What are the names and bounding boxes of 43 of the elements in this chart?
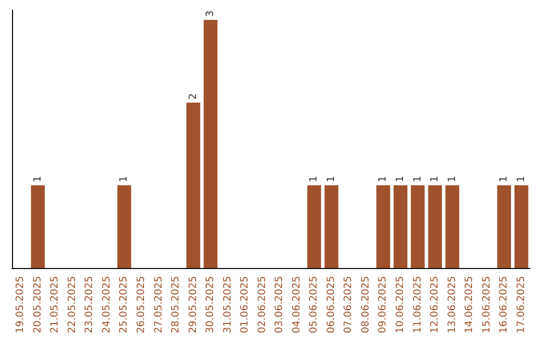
x-tick-label: 13.06.2025 bbox=[446, 276, 458, 334]
x-tick-label: 01.06.2025 bbox=[240, 276, 251, 334]
x-tick-label: 12.06.2025 bbox=[430, 276, 441, 334]
data-label: 1 bbox=[446, 176, 458, 182]
data-label: 1 bbox=[308, 176, 320, 182]
x-tick-label: 23.05.2025 bbox=[84, 276, 96, 334]
x-tick-label: 28.05.2025 bbox=[170, 276, 182, 334]
x-tick-label: 09.06.2025 bbox=[378, 276, 389, 334]
data-label: 1 bbox=[498, 176, 510, 182]
x-tick-label: 17.06.2025 bbox=[516, 276, 527, 334]
x-tick-label: 16.06.2025 bbox=[498, 276, 510, 334]
data-label: 1 bbox=[516, 176, 527, 182]
x-tick-label: 02.06.2025 bbox=[256, 276, 268, 334]
x-tick-label: 20.05.2025 bbox=[32, 276, 44, 334]
data-label: 1 bbox=[395, 176, 406, 182]
data-label: 2 bbox=[188, 93, 199, 100]
data-label: 1 bbox=[430, 176, 441, 182]
x-tick-label: 08.06.2025 bbox=[360, 276, 372, 334]
x-tick-label: 24.05.2025 bbox=[101, 276, 112, 334]
x-tick-label: 14.06.2025 bbox=[464, 276, 476, 334]
x-tick-label: 06.06.2025 bbox=[326, 276, 337, 334]
x-tick-label: 04.06.2025 bbox=[291, 276, 302, 334]
x-tick-label: 15.06.2025 bbox=[481, 276, 492, 334]
data-label: 1 bbox=[118, 176, 130, 182]
x-tick-label: 07.06.2025 bbox=[343, 276, 354, 334]
x-tick-label: 31.05.2025 bbox=[222, 276, 234, 334]
data-label: 1 bbox=[378, 176, 389, 182]
x-tick-label: 05.06.2025 bbox=[308, 276, 320, 334]
x-tick-label: 03.06.2025 bbox=[274, 276, 286, 334]
data-label: 1 bbox=[32, 176, 44, 182]
x-tick-label: 21.05.2025 bbox=[50, 276, 61, 334]
data-label: 1 bbox=[412, 176, 424, 182]
data-label: 3 bbox=[205, 10, 216, 17]
data-label: 1 bbox=[326, 176, 337, 182]
x-tick-label: 11.06.2025 bbox=[412, 276, 424, 334]
x-tick-label: 25.05.2025 bbox=[118, 276, 130, 334]
x-tick-label: 10.06.2025 bbox=[395, 276, 406, 334]
x-tick-label: 29.05.2025 bbox=[188, 276, 199, 334]
x-tick-label: 27.05.2025 bbox=[153, 276, 164, 334]
x-tick-label: 22.05.2025 bbox=[66, 276, 78, 334]
x-tick-label: 19.05.2025 bbox=[15, 276, 26, 334]
x-tick-label: 26.05.2025 bbox=[136, 276, 147, 334]
x-tick-label: 30.05.2025 bbox=[205, 276, 216, 334]
